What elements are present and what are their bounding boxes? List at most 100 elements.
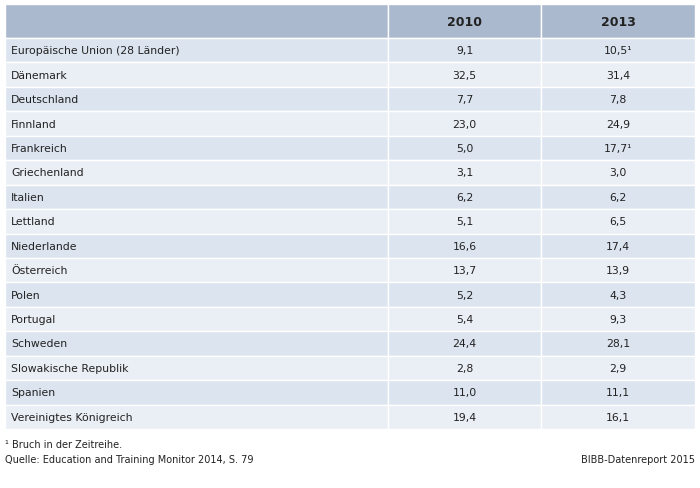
Text: 5,4: 5,4 [456,314,473,325]
Bar [541,63,695,88]
Text: 2,8: 2,8 [456,363,473,373]
Bar [5,63,388,88]
Text: Italien: Italien [11,192,45,203]
Text: 31,4: 31,4 [606,70,630,81]
Bar [5,307,388,331]
Bar [541,137,695,161]
Bar [541,112,695,137]
Bar [541,5,695,39]
Bar [388,210,541,234]
Text: 24,4: 24,4 [452,339,477,349]
Text: Vereinigtes Königreich: Vereinigtes Königreich [11,412,132,422]
Text: 6,2: 6,2 [456,192,473,203]
Bar [5,5,388,39]
Text: ¹ Bruch in der Zeitreihe.: ¹ Bruch in der Zeitreihe. [5,439,122,449]
Text: Quelle: Education and Training Monitor 2014, S. 79: Quelle: Education and Training Monitor 2… [5,454,253,464]
Text: Frankreich: Frankreich [11,143,68,154]
Text: 9,3: 9,3 [610,314,627,325]
Bar [388,307,541,331]
Bar [388,161,541,185]
Text: 11,0: 11,0 [452,387,477,398]
Bar [5,39,388,63]
Text: 16,1: 16,1 [606,412,630,422]
Bar [541,405,695,429]
Text: Spanien: Spanien [11,387,55,398]
Text: Slowakische Republik: Slowakische Republik [11,363,129,373]
Bar [388,137,541,161]
Bar [541,185,695,210]
Text: Polen: Polen [11,290,41,300]
Text: Niederlande: Niederlande [11,241,78,251]
Text: Griechenland: Griechenland [11,168,83,178]
Bar [5,405,388,429]
Text: 5,1: 5,1 [456,217,473,227]
Text: 7,8: 7,8 [610,95,627,105]
Bar [541,331,695,356]
Text: Europäische Union (28 Länder): Europäische Union (28 Länder) [11,46,180,56]
Text: 5,0: 5,0 [456,143,473,154]
Bar [541,356,695,380]
Text: 13,9: 13,9 [606,265,630,276]
Bar [5,88,388,112]
Bar [541,161,695,185]
Bar [388,234,541,259]
Text: BIBB-Datenreport 2015: BIBB-Datenreport 2015 [581,454,695,464]
Text: 17,7¹: 17,7¹ [604,143,632,154]
Text: Deutschland: Deutschland [11,95,79,105]
Bar [388,405,541,429]
Text: 19,4: 19,4 [452,412,477,422]
Bar [541,39,695,63]
Text: 11,1: 11,1 [606,387,630,398]
Bar [5,259,388,283]
Bar [541,283,695,307]
Bar [541,210,695,234]
Text: 16,6: 16,6 [452,241,477,251]
Bar [5,161,388,185]
Bar [388,5,541,39]
Bar [388,185,541,210]
Bar [388,380,541,405]
Bar [541,380,695,405]
Text: 6,2: 6,2 [610,192,627,203]
Text: 2013: 2013 [601,16,636,28]
Text: Österreich: Österreich [11,265,67,276]
Bar [5,234,388,259]
Text: 2010: 2010 [447,16,482,28]
Text: 2,9: 2,9 [610,363,627,373]
Text: 6,5: 6,5 [610,217,627,227]
Bar [541,88,695,112]
Bar [5,137,388,161]
Bar [388,356,541,380]
Bar [388,331,541,356]
Text: 9,1: 9,1 [456,46,473,56]
Text: Dänemark: Dänemark [11,70,68,81]
Text: 17,4: 17,4 [606,241,630,251]
Text: 3,1: 3,1 [456,168,473,178]
Bar [388,283,541,307]
Text: 10,5¹: 10,5¹ [604,46,632,56]
Text: 13,7: 13,7 [452,265,477,276]
Bar [388,39,541,63]
Text: 24,9: 24,9 [606,119,630,129]
Bar [5,185,388,210]
Bar [5,210,388,234]
Text: Schweden: Schweden [11,339,67,349]
Bar [388,63,541,88]
Text: 23,0: 23,0 [452,119,477,129]
Text: 4,3: 4,3 [610,290,627,300]
Bar [388,259,541,283]
Text: 32,5: 32,5 [452,70,477,81]
Bar [541,234,695,259]
Text: 3,0: 3,0 [610,168,627,178]
Bar [5,380,388,405]
Bar [5,356,388,380]
Bar [5,112,388,137]
Text: Lettland: Lettland [11,217,55,227]
Bar [388,112,541,137]
Text: 5,2: 5,2 [456,290,473,300]
Text: 28,1: 28,1 [606,339,630,349]
Bar [388,88,541,112]
Bar [541,259,695,283]
Bar [541,307,695,331]
Text: Portugal: Portugal [11,314,56,325]
